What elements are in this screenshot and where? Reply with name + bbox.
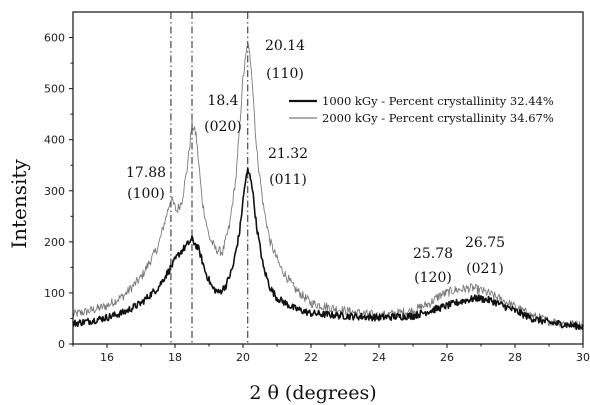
y-tick-label-1: 100 xyxy=(44,287,65,300)
x-tick-label-2: 20 xyxy=(236,351,250,364)
y-tick-label-5: 500 xyxy=(44,83,65,96)
peak-value-5: 26.75 xyxy=(465,235,505,251)
peak-index-2: (110) xyxy=(266,66,304,82)
peak-index-4: (120) xyxy=(414,270,452,286)
x-tick-label-4: 24 xyxy=(372,351,386,364)
x-axis-label: 2 θ (degrees) xyxy=(249,382,376,404)
legend: 1000 kGy - Percent crystallinity 32.44% … xyxy=(289,94,554,125)
series-layer xyxy=(72,43,584,331)
y-tick-label-2: 200 xyxy=(44,236,65,249)
legend-label-2000kgy: 2000 kGy - Percent crystallinity 34.67% xyxy=(322,111,554,125)
peak-index-0: (100) xyxy=(127,186,165,202)
peak-value-0: 17.88 xyxy=(126,165,166,181)
x-tick-label-0: 16 xyxy=(100,351,114,364)
peak-index-1: (020) xyxy=(204,119,242,135)
peak-value-2: 20.14 xyxy=(265,38,305,54)
peak-annotations: 17.88 (100) 18.4 (020) 20.14 (110) 21.32 (011) 2… xyxy=(126,38,505,286)
peak-value-4: 25.78 xyxy=(413,246,453,262)
plot-frame xyxy=(72,11,584,345)
peak-index-3: (011) xyxy=(269,172,307,188)
x-tick-label-3: 22 xyxy=(304,351,318,364)
x-tick-label-5: 26 xyxy=(440,351,454,364)
y-axis-label: Intensity xyxy=(7,159,31,249)
peak-value-1: 18.4 xyxy=(207,93,238,109)
series-line-1 xyxy=(72,43,584,331)
x-tick-label-6: 28 xyxy=(508,351,522,364)
y-tick-label-4: 400 xyxy=(44,134,65,147)
legend-label-1000kgy: 1000 kGy - Percent crystallinity 32.44% xyxy=(322,94,554,108)
reference-lines xyxy=(170,12,249,344)
y-tick-label-6: 600 xyxy=(44,32,65,45)
series-line-0 xyxy=(72,167,584,331)
y-tick-label-3: 300 xyxy=(44,185,65,198)
y-tick-label-0: 0 xyxy=(58,338,65,351)
peak-index-5: (021) xyxy=(466,261,504,277)
x-tick-label-1: 18 xyxy=(168,351,182,364)
x-tick-label-7: 30 xyxy=(576,351,590,364)
peak-value-3: 21.32 xyxy=(268,146,308,162)
